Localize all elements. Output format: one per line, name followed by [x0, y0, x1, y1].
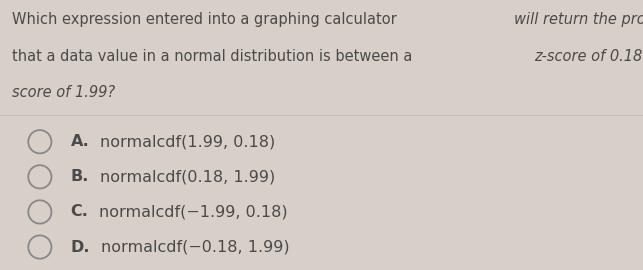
Text: A.: A. — [71, 134, 89, 149]
Text: C.: C. — [71, 204, 89, 220]
Text: Which expression entered into a graphing calculator: Which expression entered into a graphing… — [12, 12, 401, 27]
Text: z-score of 0.18: z-score of 0.18 — [534, 49, 642, 64]
Text: normalcdf(−0.18, 1.99): normalcdf(−0.18, 1.99) — [101, 239, 289, 255]
Text: normalcdf(0.18, 1.99): normalcdf(0.18, 1.99) — [100, 169, 275, 184]
Text: D.: D. — [71, 239, 90, 255]
Text: normalcdf(−1.99, 0.18): normalcdf(−1.99, 0.18) — [99, 204, 287, 220]
Text: that a data value in a normal distribution is between a: that a data value in a normal distributi… — [12, 49, 417, 64]
Text: score of 1.99?: score of 1.99? — [12, 85, 114, 100]
Text: B.: B. — [71, 169, 89, 184]
Text: will return the probability: will return the probability — [514, 12, 643, 27]
Text: normalcdf(1.99, 0.18): normalcdf(1.99, 0.18) — [100, 134, 275, 149]
